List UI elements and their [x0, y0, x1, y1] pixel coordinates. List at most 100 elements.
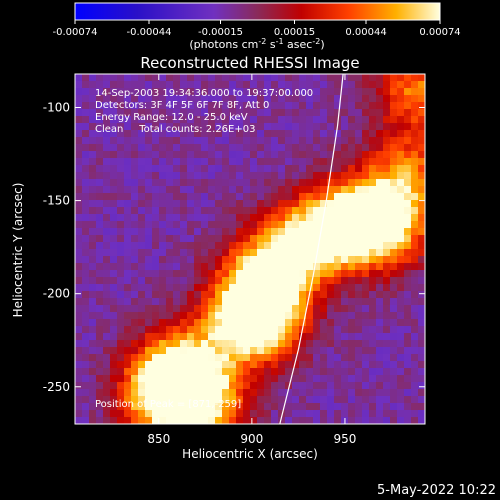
heatmap-cell [117, 270, 125, 278]
heatmap-cell [285, 151, 293, 159]
heatmap-cell [250, 312, 258, 320]
heatmap-cell [145, 389, 153, 397]
heatmap-cell [152, 347, 160, 355]
heatmap-cell [313, 312, 321, 320]
heatmap-cell [271, 102, 279, 110]
heatmap-cell [229, 74, 237, 82]
heatmap-cell [138, 137, 146, 145]
heatmap-cell [257, 298, 265, 306]
heatmap-cell [187, 158, 195, 166]
heatmap-cell [152, 403, 160, 411]
heatmap-cell [390, 186, 398, 194]
heatmap-cell [257, 410, 265, 418]
heatmap-cell [418, 137, 425, 145]
heatmap-cell [131, 347, 139, 355]
heatmap-cell [166, 354, 174, 362]
heatmap-cell [75, 375, 83, 383]
heatmap-cell [75, 123, 83, 131]
heatmap-cell [278, 368, 286, 376]
heatmap-cell [250, 249, 258, 257]
heatmap-cell [390, 326, 398, 334]
heatmap-cell [383, 361, 391, 369]
heatmap-cell [320, 137, 328, 145]
heatmap-cell [82, 298, 90, 306]
heatmap-cell [75, 158, 83, 166]
heatmap-cell [411, 403, 419, 411]
heatmap-cell [180, 361, 188, 369]
heatmap-cell [348, 207, 356, 215]
heatmap-cell [264, 319, 272, 327]
heatmap-cell [215, 326, 223, 334]
heatmap-cell [369, 417, 377, 424]
heatmap-cell [376, 256, 384, 264]
heatmap-cell [334, 158, 342, 166]
heatmap-cell [341, 340, 349, 348]
heatmap-cell [271, 88, 279, 96]
heatmap-cell [418, 333, 425, 341]
heatmap-cell [187, 109, 195, 117]
heatmap-cell [278, 347, 286, 355]
heatmap-cell [82, 200, 90, 208]
heatmap-cell [418, 207, 425, 215]
heatmap-cell [390, 403, 398, 411]
heatmap-cell [222, 158, 230, 166]
heatmap-cell [306, 312, 314, 320]
heatmap-cell [103, 375, 111, 383]
heatmap-cell [215, 305, 223, 313]
heatmap-cell [89, 207, 97, 215]
heatmap-cell [341, 312, 349, 320]
heatmap-cell [390, 319, 398, 327]
heatmap-cell [404, 102, 412, 110]
heatmap-cell [173, 130, 181, 138]
heatmap-cell [96, 88, 104, 96]
heatmap-cell [215, 88, 223, 96]
heatmap-cell [103, 368, 111, 376]
heatmap-cell [292, 172, 300, 180]
heatmap-cell [180, 109, 188, 117]
heatmap-cell [194, 102, 202, 110]
heatmap-cell [397, 263, 405, 271]
heatmap-cell [159, 151, 167, 159]
heatmap-cell [418, 165, 425, 173]
heatmap-cell [159, 298, 167, 306]
heatmap-cell [173, 102, 181, 110]
heatmap-cell [285, 200, 293, 208]
heatmap-cell [404, 88, 412, 96]
heatmap-cell [194, 249, 202, 257]
heatmap-cell [201, 403, 209, 411]
heatmap-cell [299, 340, 307, 348]
heatmap-cell [376, 403, 384, 411]
heatmap-cell [264, 207, 272, 215]
heatmap-cell [299, 319, 307, 327]
heatmap-cell [383, 207, 391, 215]
heatmap-cell [411, 81, 419, 89]
heatmap-cell [334, 326, 342, 334]
heatmap-cell [264, 270, 272, 278]
heatmap-cell [145, 130, 153, 138]
heatmap-cell [271, 277, 279, 285]
heatmap-cell [383, 375, 391, 383]
heatmap-cell [208, 200, 216, 208]
heatmap-cell [75, 319, 83, 327]
heatmap-cell [362, 95, 370, 103]
heatmap-cell [159, 305, 167, 313]
heatmap-cell [341, 354, 349, 362]
heatmap-cell [348, 354, 356, 362]
heatmap-cell [215, 403, 223, 411]
heatmap-cell [285, 130, 293, 138]
heatmap-cell [334, 389, 342, 397]
heatmap-cell [264, 102, 272, 110]
heatmap-cell [292, 235, 300, 243]
heatmap-cell [299, 158, 307, 166]
heatmap-cell [117, 403, 125, 411]
heatmap-cell [173, 298, 181, 306]
heatmap-cell [138, 312, 146, 320]
heatmap-cell [229, 284, 237, 292]
heatmap-cell [411, 186, 419, 194]
heatmap-cell [348, 165, 356, 173]
heatmap-cell [117, 249, 125, 257]
heatmap-cell [404, 228, 412, 236]
heatmap-cell [264, 277, 272, 285]
heatmap-cell [138, 221, 146, 229]
